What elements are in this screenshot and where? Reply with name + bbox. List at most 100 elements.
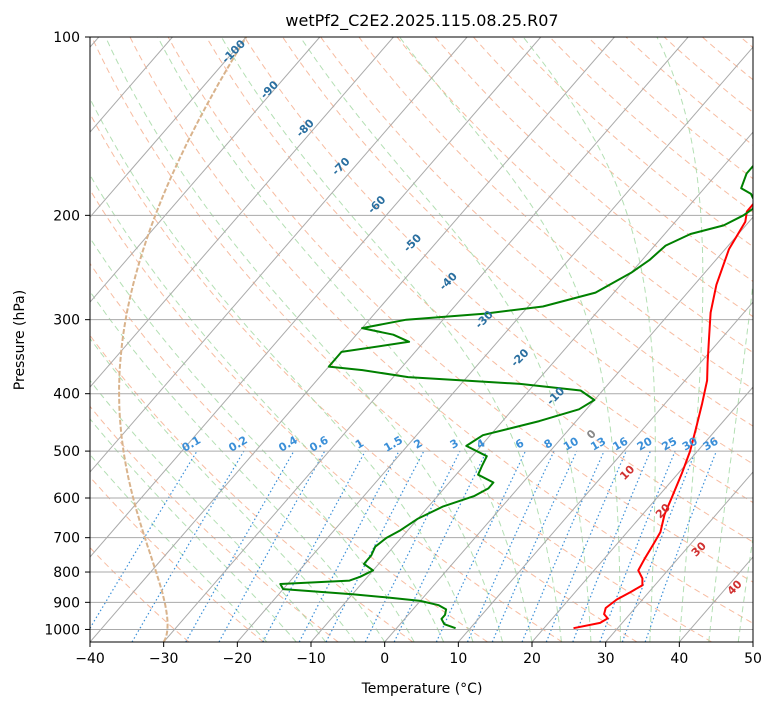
isotherm-30 [605, 471, 753, 642]
dry-adiabat [129, 37, 753, 624]
dry-adiabats [90, 37, 753, 642]
isotherm--60 [90, 37, 468, 473]
isotherm--30 [163, 37, 689, 642]
dewpoint-line [279, 164, 753, 630]
dry-adiabat [90, 189, 563, 642]
x-tick-label: 50 [744, 651, 762, 667]
x-tick-label: −20 [223, 651, 253, 667]
mixing-ratio-label: 2 [412, 437, 425, 452]
moist-adiabat [90, 237, 415, 642]
x-axis-ticks: −40 −30 −20 −10 0 10 20 30 40 50 [75, 642, 762, 667]
y-tick-label: 100 [53, 30, 80, 46]
mixing-ratio-line [466, 450, 555, 642]
dry-adiabat-label: -60 [365, 193, 388, 216]
x-tick-label: −40 [75, 651, 105, 667]
mixing-ratio-line [364, 450, 461, 642]
moist-adiabat [90, 418, 297, 642]
dry-adiabat-label: -30 [473, 308, 496, 331]
mixing-ratio-line [491, 450, 578, 642]
plot-frame [89, 36, 754, 643]
dry-adiabat-label: 20 [653, 501, 673, 521]
line-labels: 0.1 0.2 0.4 0.6 1 1.5 2 3 4 6 8 10 13 16 20 25 30 36-100-… [180, 37, 745, 598]
y-tick-label: 1000 [44, 622, 80, 638]
y-axis-ticks: 100 200 300 400 500 600 700 800 900 1000 [44, 30, 90, 638]
mixing-ratio-line [621, 450, 697, 642]
moist-adiabat [90, 337, 356, 642]
dry-adiabat [167, 37, 753, 583]
mixing-ratio-label: 8 [542, 437, 555, 452]
y-tick-label: 900 [53, 595, 80, 611]
dry-adiabat-label: 10 [617, 463, 637, 483]
moist-adiabat [90, 174, 445, 642]
isobar-gridlines [90, 37, 753, 630]
x-tick-label: 40 [670, 651, 688, 667]
y-axis-label: Pressure (hPa) [12, 290, 28, 390]
mixing-ratio-line [572, 450, 651, 642]
mixing-ratio-line [262, 450, 366, 642]
dry-adiabat [243, 37, 753, 504]
x-axis-label: Temperature (°C) [361, 681, 483, 697]
isotherm--10 [310, 131, 753, 642]
dry-adiabat [701, 37, 753, 81]
dry-adiabat [90, 112, 638, 642]
mixing-ratio-lines [90, 450, 717, 642]
isotherm--90 [90, 37, 247, 218]
x-tick-label: 30 [597, 651, 615, 667]
mixing-ratio-line [90, 450, 198, 630]
isotherm--70 [90, 37, 394, 388]
isotherm--40 [90, 37, 615, 642]
dry-adiabat [358, 37, 753, 390]
isotherm-50 [752, 641, 753, 642]
moist-adiabat [656, 37, 704, 642]
moist-adiabat [522, 37, 656, 642]
isotherm-20 [531, 386, 753, 642]
dry-adiabat-label: -80 [294, 116, 317, 139]
isotherm-gridlines [90, 37, 753, 642]
dry-adiabat [587, 37, 753, 180]
dry-adiabat [90, 476, 264, 642]
x-tick-label: 10 [449, 651, 467, 667]
dry-adiabat [91, 37, 712, 642]
isotherm--80 [90, 37, 321, 303]
isotherm-0 [384, 216, 753, 642]
dry-adiabat [549, 37, 753, 213]
dry-adiabat-label: -70 [329, 155, 352, 178]
y-tick-label: 600 [53, 491, 80, 507]
y-tick-label: 300 [53, 313, 80, 329]
dry-adiabat [320, 37, 753, 427]
mixing-ratio-label: 4 [474, 436, 487, 451]
y-tick-label: 200 [53, 208, 80, 224]
isotherm--20 [236, 46, 753, 642]
moist-adiabat [90, 453, 268, 642]
mixing-ratio-line [545, 450, 627, 642]
moist-adiabat [105, 37, 503, 642]
y-tick-label: 500 [53, 444, 80, 460]
mixing-ratio-label: 6 [513, 436, 526, 451]
moist-adiabats [90, 37, 753, 642]
moist-adiabat [398, 37, 621, 642]
mixing-ratio-label: 1 [353, 437, 366, 452]
dry-adiabat [90, 334, 414, 642]
mixing-ratio-line [218, 450, 326, 642]
dry-adiabat-label: -90 [258, 78, 281, 101]
moist-adiabat [90, 379, 327, 642]
dry-adiabat-label: -20 [508, 346, 531, 369]
mixing-ratio-label: 3 [448, 437, 461, 452]
y-tick-label: 700 [53, 531, 80, 547]
dry-adiabat [473, 37, 753, 282]
mixing-ratio-line [521, 450, 605, 642]
series-layer [279, 164, 753, 630]
dry-adiabat [511, 37, 753, 248]
moist-adiabat [299, 37, 592, 642]
temperature-line [573, 202, 753, 630]
dry-adiabat [740, 37, 753, 49]
lcl-curve [118, 37, 247, 642]
lcl-curve-line [118, 37, 247, 642]
moist-adiabat [220, 37, 562, 642]
y-tick-label: 800 [53, 565, 80, 581]
isotherm--50 [90, 37, 542, 558]
x-tick-label: −10 [296, 651, 326, 667]
x-tick-label: −30 [149, 651, 179, 667]
dry-adiabat-label: -40 [437, 269, 460, 292]
